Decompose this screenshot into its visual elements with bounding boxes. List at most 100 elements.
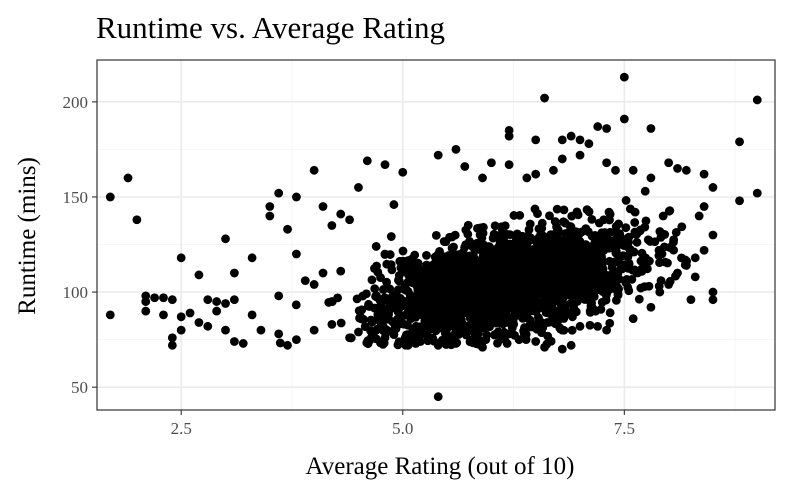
data-point <box>559 217 568 227</box>
data-point <box>176 312 186 322</box>
data-point <box>588 241 598 251</box>
data-point <box>468 274 478 283</box>
data-point <box>362 156 372 166</box>
data-point <box>587 214 597 224</box>
data-point <box>167 340 177 350</box>
data-point <box>203 321 213 331</box>
data-point <box>150 293 160 303</box>
y-tick-label: 50 <box>71 378 88 397</box>
data-point <box>605 318 615 328</box>
data-point <box>673 164 682 173</box>
data-point <box>336 318 346 328</box>
data-point <box>422 268 432 278</box>
data-point <box>486 158 496 168</box>
data-point <box>221 325 230 335</box>
data-point <box>640 186 650 196</box>
data-point <box>655 258 664 268</box>
data-point <box>292 335 301 345</box>
x-tick-label: 5.0 <box>392 419 413 438</box>
data-point <box>545 211 554 221</box>
data-point <box>336 209 346 219</box>
data-point <box>612 282 622 292</box>
data-point <box>292 192 301 202</box>
data-point <box>247 310 257 320</box>
data-point <box>159 293 168 303</box>
data-point <box>537 280 547 290</box>
data-point <box>463 220 473 230</box>
data-point <box>681 165 691 175</box>
data-point <box>366 315 376 325</box>
data-point <box>105 310 115 320</box>
data-point <box>373 313 383 323</box>
data-point <box>398 256 408 266</box>
data-point <box>238 339 248 348</box>
data-point <box>579 241 588 251</box>
data-point <box>432 271 442 281</box>
data-point <box>520 332 529 341</box>
data-point <box>578 259 588 269</box>
data-point <box>419 309 429 319</box>
data-point <box>581 283 591 292</box>
data-point <box>386 232 396 241</box>
data-point <box>381 314 391 324</box>
data-point <box>593 122 603 131</box>
data-point <box>611 246 621 256</box>
data-point <box>540 93 549 103</box>
data-point <box>275 338 285 348</box>
data-point <box>578 293 588 303</box>
data-point <box>601 284 610 294</box>
data-point <box>604 207 614 217</box>
data-point <box>167 333 177 343</box>
data-point <box>451 145 461 154</box>
data-point <box>441 305 451 315</box>
data-point <box>274 188 284 198</box>
data-point <box>669 237 678 247</box>
data-point <box>671 271 680 281</box>
x-tick-label: 2.5 <box>171 419 192 438</box>
data-point <box>523 255 532 265</box>
data-point <box>393 285 403 295</box>
data-point <box>451 268 461 277</box>
data-point <box>451 306 461 316</box>
data-point <box>444 251 454 260</box>
data-point <box>664 206 674 216</box>
data-point <box>503 317 513 326</box>
data-point <box>523 294 533 304</box>
data-point <box>612 272 622 282</box>
data-point <box>410 250 420 260</box>
data-point <box>584 139 594 149</box>
data-point <box>559 255 569 265</box>
data-point <box>664 158 674 168</box>
data-point <box>628 314 638 324</box>
data-point <box>398 246 408 256</box>
data-point <box>540 255 550 265</box>
data-point <box>708 295 718 305</box>
data-point <box>515 210 525 220</box>
data-point <box>531 337 541 346</box>
data-point <box>533 263 542 273</box>
data-point <box>446 340 456 350</box>
data-point <box>370 284 380 294</box>
data-point <box>566 340 576 350</box>
data-point <box>699 245 709 255</box>
data-point <box>581 224 591 234</box>
data-point <box>194 270 204 280</box>
data-point <box>443 262 453 271</box>
data-point <box>283 340 292 350</box>
data-point <box>544 308 553 318</box>
data-point <box>559 205 569 215</box>
data-point <box>490 330 499 340</box>
data-point <box>516 240 526 250</box>
data-point <box>615 229 625 239</box>
data-point <box>618 251 628 261</box>
data-point <box>735 137 744 147</box>
data-point <box>634 294 644 304</box>
data-point <box>512 229 522 239</box>
data-point <box>572 286 582 296</box>
data-point <box>407 304 416 314</box>
data-point <box>410 261 420 271</box>
data-point <box>708 287 718 297</box>
data-point <box>593 321 603 331</box>
data-point <box>141 306 151 316</box>
data-point <box>491 305 501 315</box>
